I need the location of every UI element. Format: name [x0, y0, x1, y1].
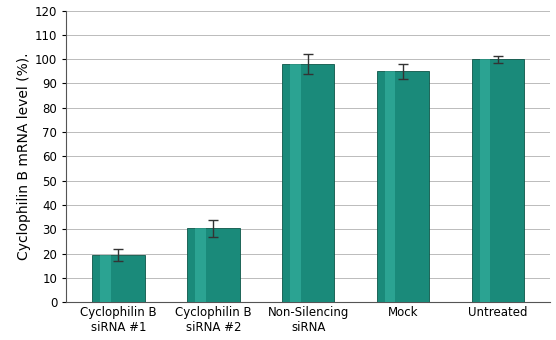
Bar [480, 59, 490, 302]
Bar [377, 71, 429, 302]
Bar [472, 59, 524, 302]
Y-axis label: Cyclophilin B mRNA level (%).: Cyclophilin B mRNA level (%). [17, 53, 31, 260]
Bar [187, 228, 240, 302]
Bar [290, 64, 300, 302]
Bar [385, 71, 395, 302]
Bar [92, 255, 145, 302]
Bar [195, 228, 206, 302]
Bar [282, 64, 335, 302]
Bar [100, 255, 111, 302]
